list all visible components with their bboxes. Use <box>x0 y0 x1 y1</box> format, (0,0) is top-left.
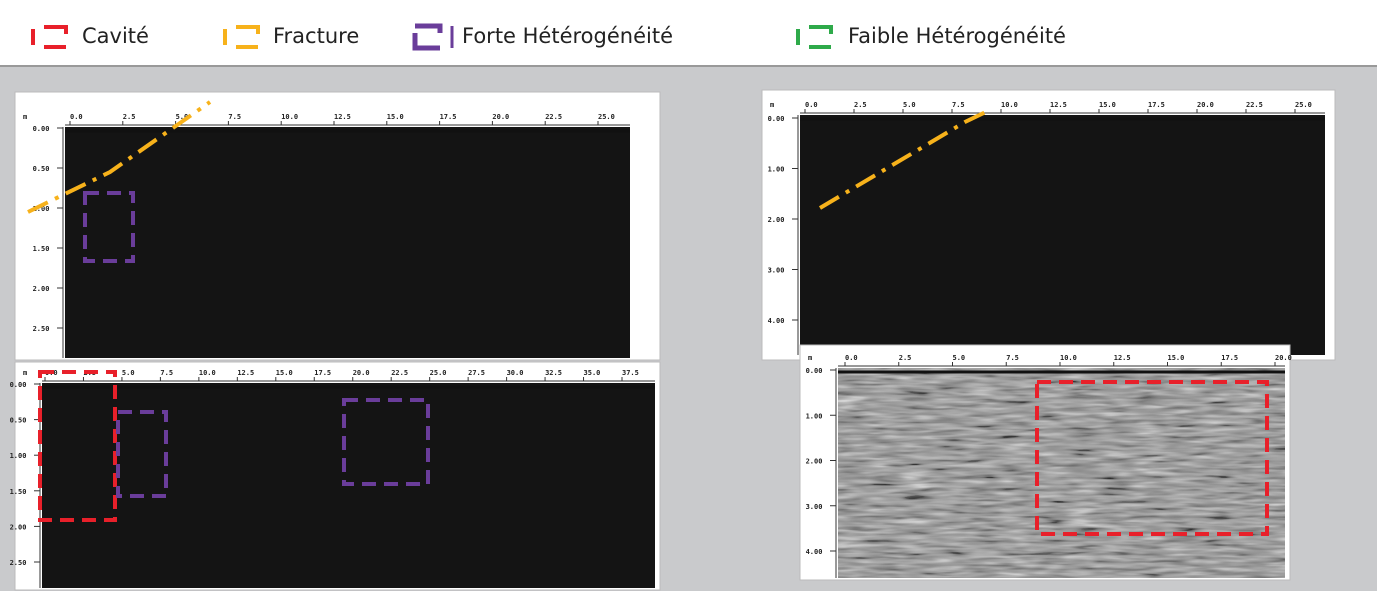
legend-label: Forte Hétérogénéité <box>462 24 673 48</box>
unit-label: m <box>770 101 774 109</box>
x-tick-label: 10.0 <box>281 113 298 121</box>
y-tick-label: 3.00 <box>768 267 785 275</box>
x-tick-label: 10.0 <box>1060 354 1077 362</box>
x-tick-label: 15.0 <box>387 113 404 121</box>
radargram-texture <box>838 368 1285 578</box>
x-tick-label: 25.0 <box>598 113 615 121</box>
y-tick-label: 0.00 <box>806 367 823 375</box>
x-tick-label: 12.5 <box>1050 101 1067 109</box>
x-tick-label: 12.5 <box>334 113 351 121</box>
radargram-texture <box>65 127 630 358</box>
unit-label: m <box>23 369 27 377</box>
y-tick-label: 0.00 <box>768 115 785 123</box>
x-tick-label: 5.0 <box>122 369 135 377</box>
x-tick-label: 17.5 <box>440 113 457 121</box>
y-tick-label: 2.00 <box>10 523 27 531</box>
x-tick-label: 12.5 <box>1114 354 1131 362</box>
y-tick-label: 0.00 <box>33 125 50 133</box>
x-tick-label: 27.5 <box>468 369 485 377</box>
x-tick-label: 32.5 <box>545 369 562 377</box>
x-tick-label: 20.0 <box>492 113 509 121</box>
y-tick-label: 2.50 <box>10 559 27 567</box>
x-tick-label: 25.0 <box>1295 101 1312 109</box>
y-tick-label: 1.50 <box>10 488 27 496</box>
figure: Cavité Fracture Forte Hétérogénéité Faib… <box>0 0 1377 591</box>
y-tick-label: 1.00 <box>10 452 27 460</box>
legend-label: Fracture <box>273 24 359 48</box>
radargram-panel: m 0.0 2.5 5.0 7.5 10.0 12.5 15.0 17.5 20.0 22.5 25.… <box>762 90 1335 360</box>
x-tick-label: 15.0 <box>1168 354 1185 362</box>
y-tick-label: 2.00 <box>33 285 50 293</box>
x-tick-label: 22.5 <box>1246 101 1263 109</box>
x-tick-label: 20.0 <box>1197 101 1214 109</box>
x-tick-label: 22.5 <box>545 113 562 121</box>
x-tick-label: 22.5 <box>391 369 408 377</box>
x-tick-label: 20.0 <box>1275 354 1292 362</box>
x-tick-label: 10.0 <box>1001 101 1018 109</box>
legend-label: Cavité <box>82 24 149 48</box>
y-tick-label: 0.50 <box>10 417 27 425</box>
x-tick-label: 15.0 <box>1099 101 1116 109</box>
x-tick-label: 7.5 <box>228 113 241 121</box>
x-tick-label: 17.5 <box>314 369 331 377</box>
y-tick-label: 4.00 <box>768 317 785 325</box>
y-tick-label: 0.50 <box>33 165 50 173</box>
y-tick-label: 0.00 <box>10 381 27 389</box>
y-tick-label: 3.00 <box>806 503 823 511</box>
x-tick-label: 0.0 <box>70 113 83 121</box>
x-tick-label: 7.5 <box>952 101 965 109</box>
x-tick-label: 2.5 <box>899 354 912 362</box>
x-tick-label: 17.5 <box>1221 354 1238 362</box>
x-tick-label: 2.5 <box>854 101 867 109</box>
x-tick-label: 20.0 <box>353 369 370 377</box>
legend-bar <box>0 0 1377 66</box>
y-tick-label: 4.00 <box>806 548 823 556</box>
x-tick-label: 5.0 <box>953 354 966 362</box>
y-tick-label: 1.50 <box>33 245 50 253</box>
x-tick-label: 7.5 <box>160 369 173 377</box>
radargram-texture <box>800 115 1325 355</box>
x-tick-label: 10.0 <box>199 369 216 377</box>
y-tick-label: 2.00 <box>768 216 785 224</box>
x-tick-label: 5.0 <box>903 101 916 109</box>
x-tick-label: 30.0 <box>507 369 524 377</box>
x-tick-label: 0.0 <box>845 354 858 362</box>
x-tick-label: 15.0 <box>276 369 293 377</box>
x-tick-label: 17.5 <box>1148 101 1165 109</box>
x-tick-label: 35.0 <box>584 369 601 377</box>
legend-label: Faible Hétérogénéité <box>848 24 1066 48</box>
y-tick-label: 1.00 <box>806 412 823 420</box>
x-tick-label: 0.0 <box>805 101 818 109</box>
x-tick-label: 2.5 <box>123 113 136 121</box>
unit-label: m <box>808 354 812 362</box>
y-tick-label: 2.00 <box>806 458 823 466</box>
unit-label: m <box>23 113 27 121</box>
y-tick-label: 1.00 <box>768 166 785 174</box>
x-tick-label: 25.0 <box>430 369 447 377</box>
x-tick-label: 7.5 <box>1006 354 1019 362</box>
y-tick-label: 2.50 <box>33 325 50 333</box>
x-tick-label: 12.5 <box>237 369 254 377</box>
x-tick-label: 37.5 <box>622 369 639 377</box>
